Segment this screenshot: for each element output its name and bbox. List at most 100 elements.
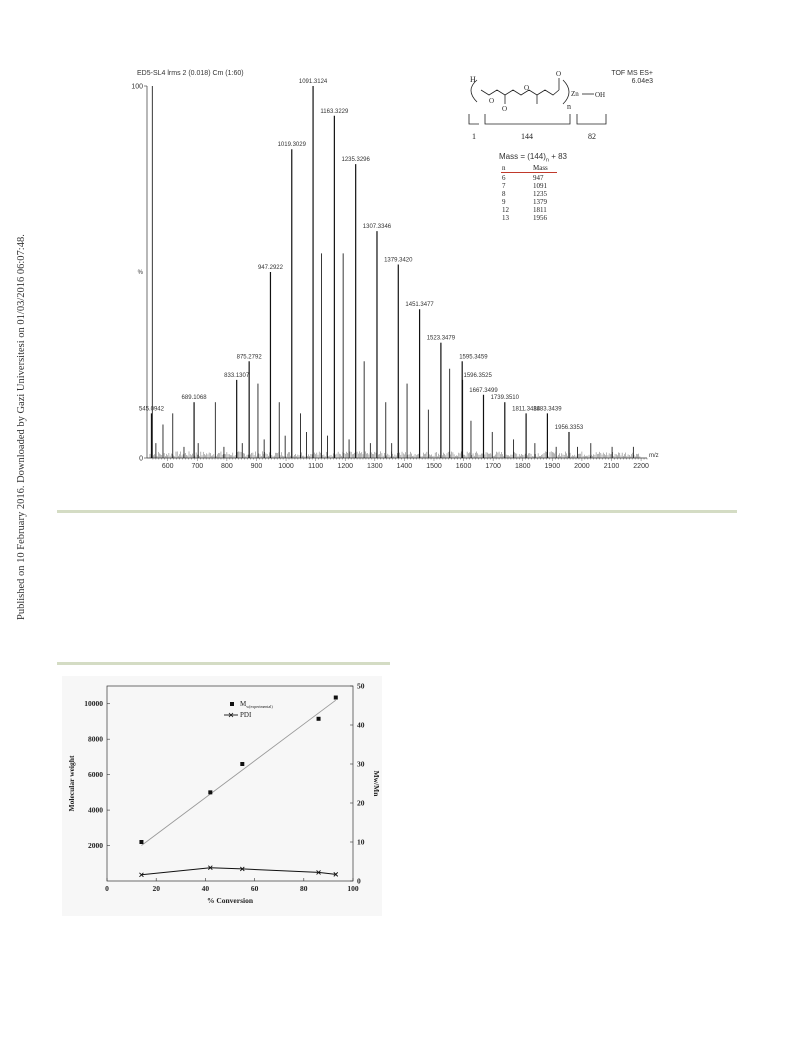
peak-label: 545.0942 (139, 406, 165, 412)
mw-data-point (333, 695, 338, 700)
plot-frame (106, 685, 354, 882)
y-tick-label: 8000 (88, 735, 103, 744)
table-cell-n: 7 (502, 182, 506, 190)
legend-pdi-marker (228, 712, 234, 718)
x-tick-label: 1700 (485, 463, 501, 470)
bracket-1 (468, 114, 479, 125)
x-axis-label: m/z (649, 453, 659, 459)
y-tick-label: 4000 (88, 806, 103, 815)
table-cell-mass: 947 (533, 174, 544, 182)
mw-conversion-figure: 0 20 40 60 80 100 2000 4000 6000 8000 10000 0 10 20 30… (62, 676, 382, 916)
x-tick-label: 700 (191, 463, 203, 470)
peak-label: 1307.3346 (363, 224, 392, 230)
bracket-1-label: 1 (472, 132, 476, 141)
table-header-n: n (502, 164, 506, 172)
bracket-3 (576, 114, 607, 125)
structure-o-1: O (489, 97, 494, 105)
peak-label: 1596.3525 (463, 373, 492, 379)
mass-formula: Mass = (144)n + 83 (499, 152, 568, 164)
mass-spectrum-figure: ED5-SL4 lrms 2 (0.018) Cm (1:60) TOF MS … (131, 70, 658, 470)
pdi-data-point (139, 872, 144, 878)
pdi-data-point (333, 872, 339, 877)
peak-label: 1235.3296 (341, 157, 370, 163)
x-tick-label: 2100 (604, 463, 620, 470)
x-tick-label: 1900 (545, 463, 561, 470)
y-axis-percent-label: % (138, 270, 144, 276)
mw-data-point (139, 840, 144, 844)
peak-label: 689.1068 (182, 395, 208, 401)
structure-o-4: O (556, 70, 561, 78)
x-tick-label: 1400 (397, 463, 413, 470)
x-tick-label: 600 (162, 463, 174, 470)
mw-data-point (208, 790, 213, 795)
y2-tick-label: 20 (357, 799, 365, 808)
legend-mw-marker (230, 702, 234, 706)
structure-diagram: H O O O O n Zn OH 1 144 82 Mass = (144)n… (468, 70, 607, 164)
section-divider-1 (57, 510, 737, 513)
peak-label: 1667.3499 (469, 388, 498, 394)
bracket-2 (484, 114, 571, 125)
x-tick-label: 1300 (367, 463, 383, 470)
spectrum-header-right-1: TOF MS ES+ (611, 70, 653, 77)
table-cell-mass: 1091 (533, 182, 548, 190)
legend-pdi-label: PDI (240, 711, 252, 719)
structure-backbone (480, 89, 560, 96)
x-tick-label: 1100 (308, 463, 323, 470)
y-tick-label: 10000 (84, 699, 103, 708)
x-tick-label: 20 (152, 884, 160, 893)
structure-o-3: O (524, 84, 529, 92)
table-cell-n: 9 (502, 198, 506, 206)
peak-label: 1451.3477 (405, 302, 434, 308)
structure-zn-label: Zn (571, 90, 579, 98)
x-tick-label: 100 (347, 884, 359, 893)
peak-label: 1523.3479 (427, 336, 456, 342)
y-tick-label: 6000 (88, 770, 103, 779)
y-tick-label: 2000 (88, 841, 103, 850)
mw-data-point (316, 716, 321, 721)
peak-label: 875.2792 (237, 354, 263, 360)
x-axis-label: % Conversion (207, 896, 254, 905)
peak-label: 1379.3420 (384, 258, 413, 264)
y-axis-label: Molecular weight (67, 755, 76, 811)
x-tick-label: 1800 (515, 463, 531, 470)
x-tick-label: 60 (251, 884, 259, 893)
table-cell-mass: 1235 (533, 190, 548, 198)
y2-tick-label: 40 (357, 721, 365, 730)
x-tick-label: 40 (202, 884, 210, 893)
table-header-mass: Mass (533, 164, 548, 172)
pdi-data-point (316, 870, 321, 875)
table-cell-n: 12 (502, 206, 510, 214)
legend-mw-label: Mw(experimental) (240, 700, 273, 709)
spectrum-plot-area: 0 100% 600 700 800 900 1000 1100 1200 1300 1400 150… (131, 79, 658, 470)
structure-h-label: H (470, 75, 476, 84)
y-tick-label: 0 (139, 456, 143, 463)
linear-fit-line (141, 699, 337, 846)
x-tick-label: 800 (221, 463, 233, 470)
y2-tick-label: 0 (357, 877, 361, 886)
x-tick-label: 1600 (456, 463, 472, 470)
table-cell-mass: 1956 (533, 214, 548, 222)
x-tick-label: 1000 (278, 463, 294, 470)
table-cell-n: 6 (502, 174, 506, 182)
structure-n-label: n (567, 102, 571, 111)
pdi-data-point (239, 866, 245, 872)
mass-table: n Mass 6 947 7 1091 8 1235 9 1379 12 1811 13 1956 (501, 164, 557, 222)
download-notice-text: Published on 10 February 2016. Downloade… (16, 234, 27, 620)
y2-axis-label: Mw/Mn (372, 771, 381, 798)
x-tick-label: 900 (251, 463, 263, 470)
bracket-3-label: 82 (588, 132, 596, 141)
table-cell-mass: 1379 (533, 198, 548, 206)
peak-label: 1956.3353 (555, 425, 584, 431)
peak-label: 1883.3439 (533, 406, 562, 412)
peak-label: 1163.3229 (320, 109, 349, 115)
y-tick-label: 100 (131, 84, 143, 91)
peak-label: 833.1307 (224, 373, 250, 379)
structure-open-paren (470, 79, 478, 103)
structure-close-paren (562, 79, 570, 105)
x-tick-label: 1200 (337, 463, 353, 470)
peak-label: 1091.3124 (299, 79, 328, 85)
table-cell-n: 13 (502, 214, 510, 222)
section-divider-2 (57, 662, 390, 665)
peak-label: 1595.3459 (459, 354, 488, 360)
peak-label: 1019.3029 (278, 142, 307, 148)
